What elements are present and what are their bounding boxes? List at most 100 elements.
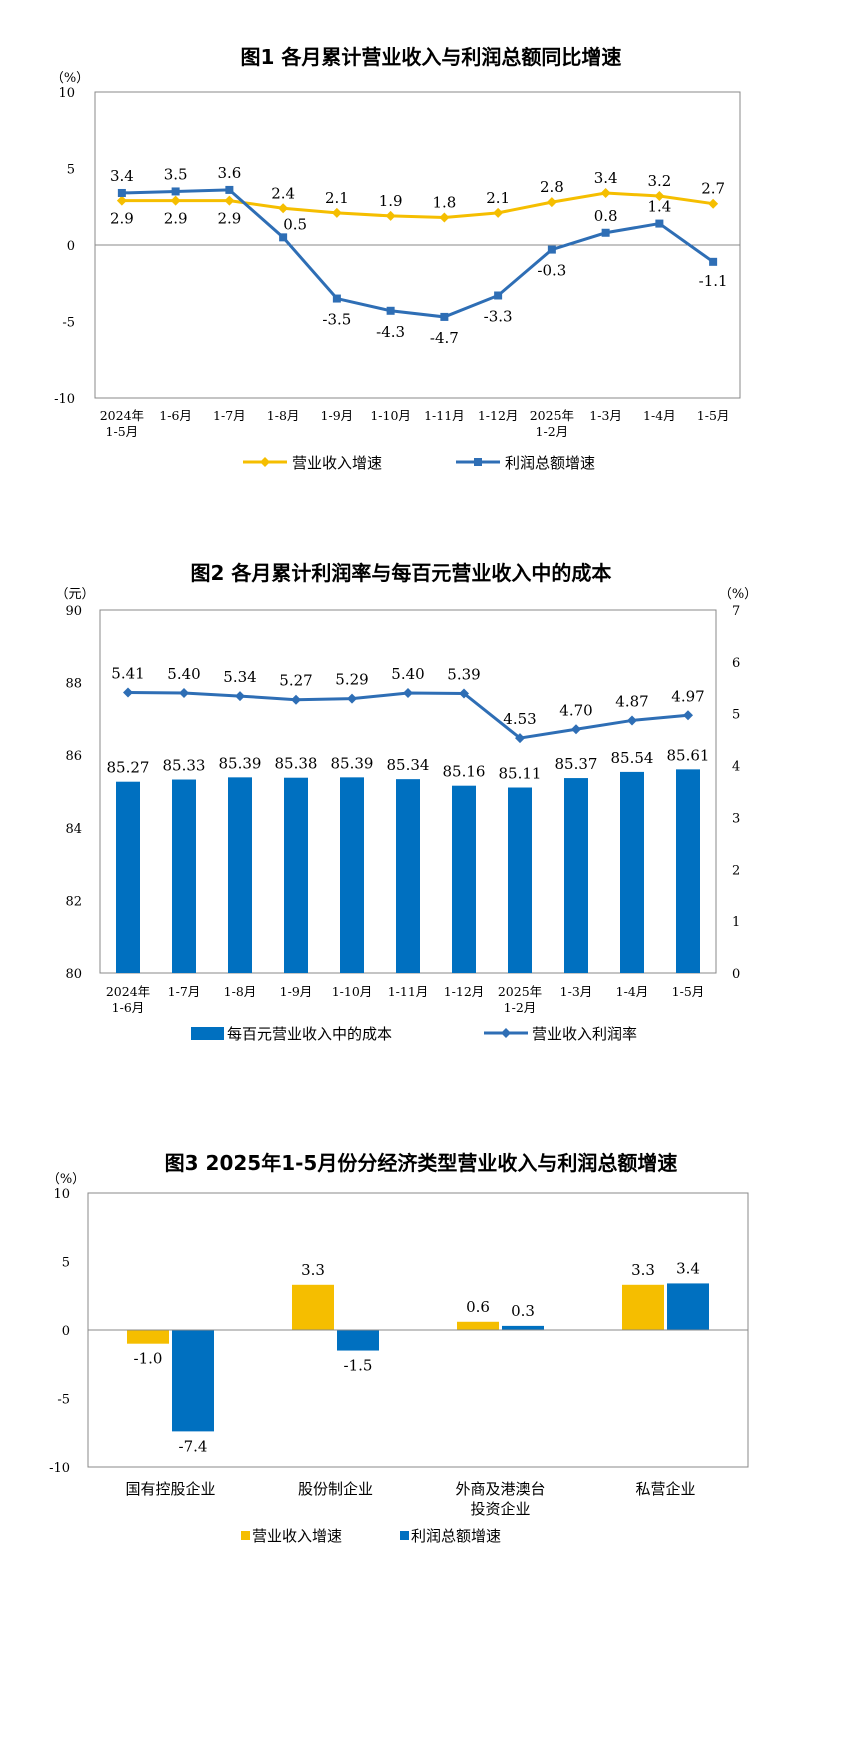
chart2-margin-label: 4.97 <box>671 687 704 705</box>
chart1-x-tick: 1-4月 <box>643 408 676 423</box>
chart3-profit-label: 0.3 <box>511 1302 535 1320</box>
chart1-y-tick: -10 <box>54 392 75 407</box>
chart1-x-tick: 1-10月 <box>370 408 411 423</box>
chart1-revenue-label: 2.1 <box>486 189 510 207</box>
chart2-x-tick: 2025年 1-2月 <box>498 984 542 1015</box>
chart2-margin-point <box>291 694 301 705</box>
chart3-revenue-label: -1.0 <box>134 1350 163 1368</box>
chart3-x-tick: 外商及港澳台投资企业 <box>455 1480 545 1518</box>
chart1-revenue-label: 1.9 <box>379 192 403 210</box>
chart2-cost-label: 85.11 <box>499 765 542 783</box>
chart1-x-tick: 1-11月 <box>424 408 465 423</box>
chart3-y-tick: -10 <box>49 1461 70 1476</box>
chart2-cost-bar <box>172 779 196 973</box>
chart1-title: 图1 各月累计营业收入与利润总额同比增速 <box>241 45 622 69</box>
chart2-cost-bar <box>116 781 140 973</box>
chart1-profit-label: 3.5 <box>164 165 188 183</box>
chart2-y-tick-left: 86 <box>65 749 82 764</box>
chart2-cost-label: 85.61 <box>667 746 710 764</box>
chart1-y-tick: 0 <box>67 239 75 254</box>
chart2-cost-bar <box>396 779 420 973</box>
chart2-y-tick-right: 3 <box>732 811 740 826</box>
chart2-cost-bar <box>340 777 364 973</box>
chart3-legend-profit-label: 利润总额增速 <box>411 1527 501 1545</box>
chart2-x-tick: 1-11月 <box>388 984 429 999</box>
chart1-profit-label: -0.3 <box>537 262 566 280</box>
chart1-revenue-point <box>546 197 557 208</box>
chart1-profit-label: 3.4 <box>110 167 134 185</box>
chart1-profit-point <box>279 233 288 242</box>
chart1-revenue-point <box>493 207 504 218</box>
chart1-revenue-point <box>170 195 181 206</box>
chart3-profit-bar <box>172 1330 214 1432</box>
chart3-profit-bar <box>502 1325 544 1330</box>
chart3-revenue-bar <box>457 1321 499 1330</box>
chart1-x-tick: 2025年 1-2月 <box>530 408 574 439</box>
chart1-revenue-point <box>439 212 450 223</box>
chart2-margin-point <box>459 688 469 699</box>
chart1-revenue-point <box>116 195 127 206</box>
chart1-profit-point <box>494 291 503 300</box>
chart2-legend-cost-label: 每百元营业收入中的成本 <box>227 1025 392 1043</box>
chart2-y-tick-right: 2 <box>732 863 740 878</box>
chart2-y-tick-right: 5 <box>732 708 740 723</box>
chart2-margin-label: 4.53 <box>503 710 536 728</box>
chart2-margin-label: 5.39 <box>447 665 480 683</box>
chart3-revenue-label: 3.3 <box>301 1261 325 1279</box>
chart1-revenue-point <box>708 198 719 209</box>
chart1-x-tick: 1-9月 <box>321 408 354 423</box>
chart1-revenue-point <box>278 203 289 214</box>
chart2-margin-point <box>235 691 245 702</box>
chart2-x-tick: 2024年 1-6月 <box>106 984 150 1015</box>
chart2-cost-label: 85.33 <box>163 757 206 775</box>
chart2-margin-point <box>403 687 413 698</box>
chart3-revenue-bar <box>622 1284 664 1330</box>
chart2-y-unit-left: （元） <box>55 587 94 602</box>
chart2-cost-label: 85.16 <box>443 763 486 781</box>
chart1-revenue-label: 2.9 <box>217 210 241 228</box>
chart2-cost-bar <box>228 777 252 973</box>
chart2-margin-point <box>627 715 637 726</box>
chart2-y-tick-left: 82 <box>65 894 82 909</box>
chart1-y-unit: （%） <box>51 71 89 86</box>
chart1-revenue-point <box>600 187 611 198</box>
chart2-cost-label: 85.39 <box>331 754 374 772</box>
chart1-profit-point <box>117 188 126 197</box>
chart2-cost-bar <box>676 769 700 973</box>
chart2-margin-label: 4.87 <box>615 692 648 710</box>
chart3-legend-revenue-label: 营业收入增速 <box>252 1527 342 1545</box>
chart3-revenue-bar <box>127 1330 169 1344</box>
chart3-legend-profit-swatch <box>400 1531 409 1540</box>
chart2-margin-point <box>347 693 357 704</box>
chart1-series-revenue-line <box>121 191 714 219</box>
chart1-y-tick: 10 <box>58 86 75 101</box>
chart2-margin-label: 5.41 <box>111 664 144 682</box>
chart1-profit-point <box>709 257 718 266</box>
chart1-revenue-point <box>654 191 665 202</box>
chart2-x-tick: 1-10月 <box>332 984 373 999</box>
chart2-legend-margin-label: 营业收入利润率 <box>532 1025 637 1043</box>
chart2-y-tick-left: 84 <box>65 822 82 837</box>
chart3-x-tick: 国有控股企业 <box>125 1480 215 1498</box>
chart1-legend-revenue-label: 营业收入增速 <box>292 454 382 472</box>
chart3-y-tick: 5 <box>62 1256 70 1271</box>
chart1-revenue-label: 2.7 <box>701 180 725 198</box>
chart2-y-unit-right: （%） <box>719 587 757 602</box>
chart2-x-tick: 1-7月 <box>168 984 201 999</box>
chart3-revenue-label: 3.3 <box>631 1261 655 1279</box>
chart1-profit-point <box>655 219 664 228</box>
chart1-profit-label: 1.4 <box>647 198 671 216</box>
chart1-profit-label: -1.1 <box>699 272 728 290</box>
chart1-legend-revenue-marker <box>260 457 270 467</box>
chart1-revenue-point <box>385 210 396 221</box>
chart1-x-tick: 1-3月 <box>589 408 622 423</box>
chart1-legend-profit-marker <box>474 458 482 466</box>
chart3-revenue-label: 0.6 <box>466 1298 490 1316</box>
chart2-y-tick-left: 88 <box>65 677 82 692</box>
chart2-margin-label: 5.34 <box>223 668 256 686</box>
chart2-margin-label: 5.29 <box>335 671 368 689</box>
chart3-legend-revenue-swatch <box>241 1531 250 1540</box>
chart2-cost-label: 85.37 <box>555 755 598 773</box>
chart1-profit-point <box>171 187 180 196</box>
